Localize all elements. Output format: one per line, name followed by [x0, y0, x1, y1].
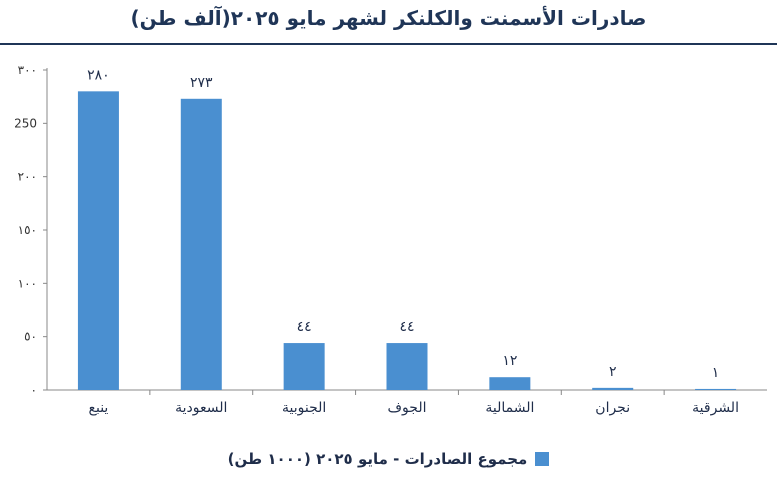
category-label: السعودية	[175, 400, 227, 416]
category-label: نجران	[595, 400, 630, 416]
bar	[592, 387, 634, 390]
bar-value-label: ٢٧٣	[190, 75, 213, 91]
bar-chart: ٠ ٥٠ ١٠٠ ١٥٠ ٢٠٠ 250 ٣٠٠ ٢٨٠ ينبع ٢٧٣ السعودية ٤٤ ال…	[14, 63, 767, 416]
category-label: الجوف	[388, 400, 427, 416]
bar-value-label: ٢	[609, 364, 617, 380]
bar	[180, 98, 222, 391]
category-label: الجنوبية	[282, 400, 326, 416]
category-label: ينبع	[89, 400, 109, 416]
bar	[489, 377, 531, 390]
bar-value-label: ١	[712, 365, 720, 381]
y-tick-label: ٠	[31, 383, 37, 397]
y-tick-label: ٣٠٠	[18, 63, 37, 77]
legend-swatch	[535, 452, 550, 466]
y-tick-label: ١٠٠	[18, 276, 37, 290]
bar	[77, 91, 119, 390]
y-tick-label: 250	[14, 116, 37, 130]
bar	[283, 343, 325, 390]
bar-value-label: ١٢	[502, 353, 517, 369]
bar-value-label: ٤٤	[297, 319, 312, 335]
bar-value-label: ٢٨٠	[87, 67, 110, 83]
bar	[695, 388, 737, 390]
y-tick-label: ٢٠٠	[18, 170, 37, 184]
legend: مجموع الصادرات - مايو ٢٠٢٥ (١٠٠٠ طن)	[0, 450, 777, 468]
category-label: الشرقية	[692, 400, 739, 416]
legend-label: مجموع الصادرات - مايو ٢٠٢٥ (١٠٠٠ طن)	[227, 450, 528, 468]
y-tick-label: ٥٠	[24, 330, 37, 344]
chart-title: صادرات الأسمنت والكلنكر لشهر مايو ٢٠٢٥(آ…	[130, 6, 647, 30]
title-divider	[0, 43, 777, 45]
bar-value-label: ٤٤	[399, 319, 414, 335]
y-tick-label: ١٥٠	[18, 223, 37, 237]
category-label: الشمالية	[485, 400, 534, 416]
bar	[386, 343, 428, 390]
